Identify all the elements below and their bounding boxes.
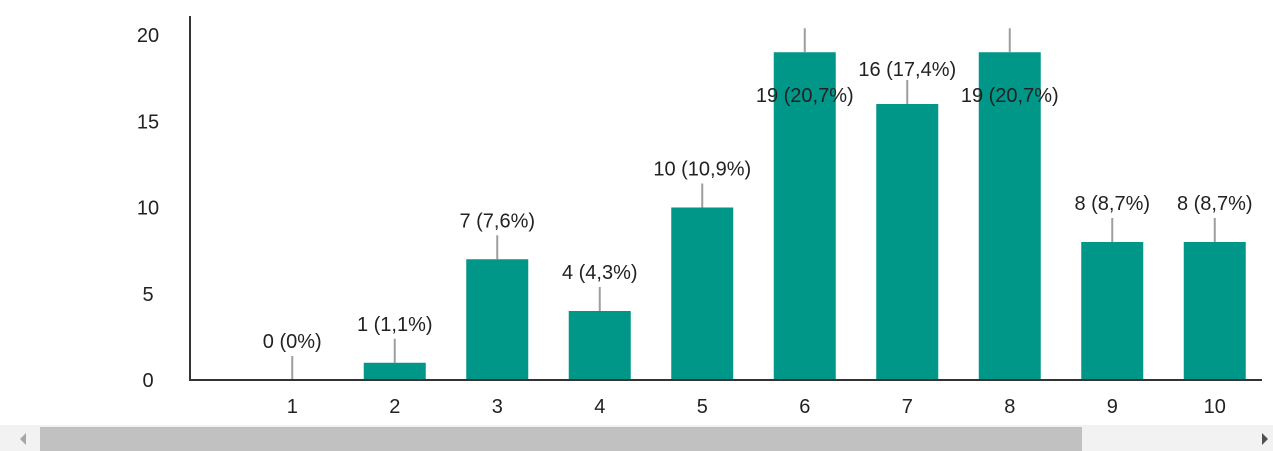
y-tick-label: 5 [142, 284, 153, 306]
data-label: 10 (10,9%) [653, 159, 751, 181]
x-tick-label: 4 [594, 396, 605, 418]
y-tick-label: 0 [142, 370, 153, 392]
y-axis-ticks: 0 5 10 15 20 [137, 25, 159, 392]
data-label: 8 (8,7%) [1177, 193, 1253, 215]
bar [363, 362, 426, 380]
data-labels-group: 0 (0%) 1 (1,1%) 7 (7,6%) 4 (4,3%) 10 (10,9%)… [263, 59, 1253, 353]
x-tick-label: 5 [697, 396, 708, 418]
y-tick-label: 15 [137, 111, 159, 133]
x-tick-label: 7 [902, 396, 913, 418]
bar [773, 52, 836, 380]
scroll-right-arrow-icon[interactable] [1262, 433, 1268, 445]
data-label: 4 (4,3%) [562, 262, 638, 284]
horizontal-scrollbar[interactable] [0, 425, 1273, 451]
y-tick-label: 10 [137, 198, 159, 220]
x-tick-label: 3 [492, 396, 503, 418]
x-tick-label: 2 [389, 396, 400, 418]
bar [978, 52, 1041, 380]
data-label: 8 (8,7%) [1074, 193, 1150, 215]
x-tick-label: 8 [1004, 396, 1015, 418]
y-tick-label: 20 [137, 25, 159, 47]
data-label: 19 (20,7%) [961, 85, 1059, 107]
bar [876, 104, 939, 380]
x-tick-label: 10 [1204, 396, 1226, 418]
x-tick-label: 6 [799, 396, 810, 418]
scroll-thumb[interactable] [40, 427, 1082, 451]
data-label: 16 (17,4%) [858, 59, 956, 81]
bar [1081, 242, 1144, 380]
x-axis-ticks: 1 2 3 4 5 6 7 8 9 10 [287, 396, 1226, 418]
data-label: 19 (20,7%) [756, 85, 854, 107]
bar [671, 207, 734, 380]
leader-lines-group [291, 28, 1216, 380]
bar [466, 259, 529, 380]
bar [568, 311, 631, 380]
data-label: 7 (7,6%) [459, 210, 535, 232]
x-tick-label: 1 [287, 396, 298, 418]
data-label: 1 (1,1%) [357, 314, 433, 336]
bars-group [363, 52, 1246, 380]
data-label: 0 (0%) [263, 331, 322, 353]
bar [1183, 242, 1246, 380]
scroll-left-arrow-icon[interactable] [20, 433, 26, 445]
x-tick-label: 9 [1107, 396, 1118, 418]
